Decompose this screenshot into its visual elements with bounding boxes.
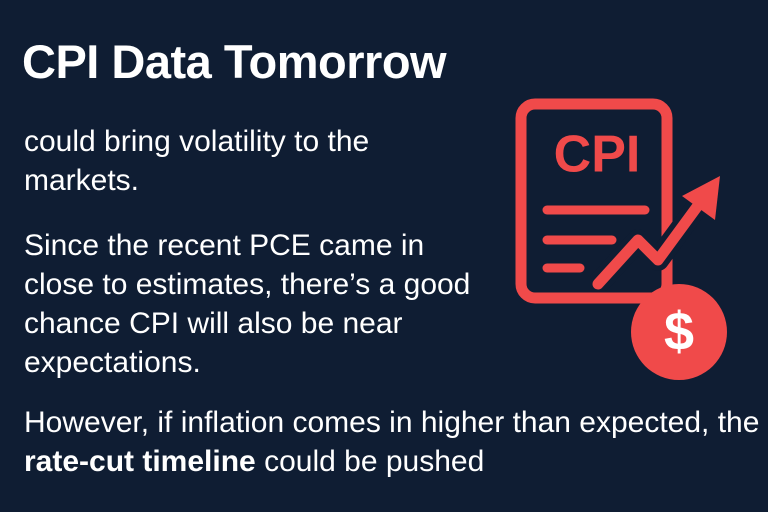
arrow-head (682, 176, 720, 220)
paragraph: However, if inflation comes in higher th… (24, 403, 764, 481)
text: Since the recent PCE came in close to es… (24, 229, 471, 379)
dollar-sign: $ (664, 301, 694, 361)
headline: CPI Data Tomorrow (22, 35, 447, 88)
dollar-badge (631, 284, 727, 380)
emphasis: rate-cut timeline (24, 445, 256, 478)
text: However, if inflation comes in higher th… (24, 406, 760, 439)
trend-arrow (592, 194, 708, 290)
text: could bring volatility to the markets. (24, 125, 370, 197)
text: could be pushed (264, 445, 485, 478)
paragraph: Since the recent PCE came in close to es… (24, 226, 484, 382)
paragraph: could bring volatility to the markets. (24, 122, 484, 200)
document-outline (515, 98, 673, 304)
icon-label: CPI (554, 126, 641, 184)
